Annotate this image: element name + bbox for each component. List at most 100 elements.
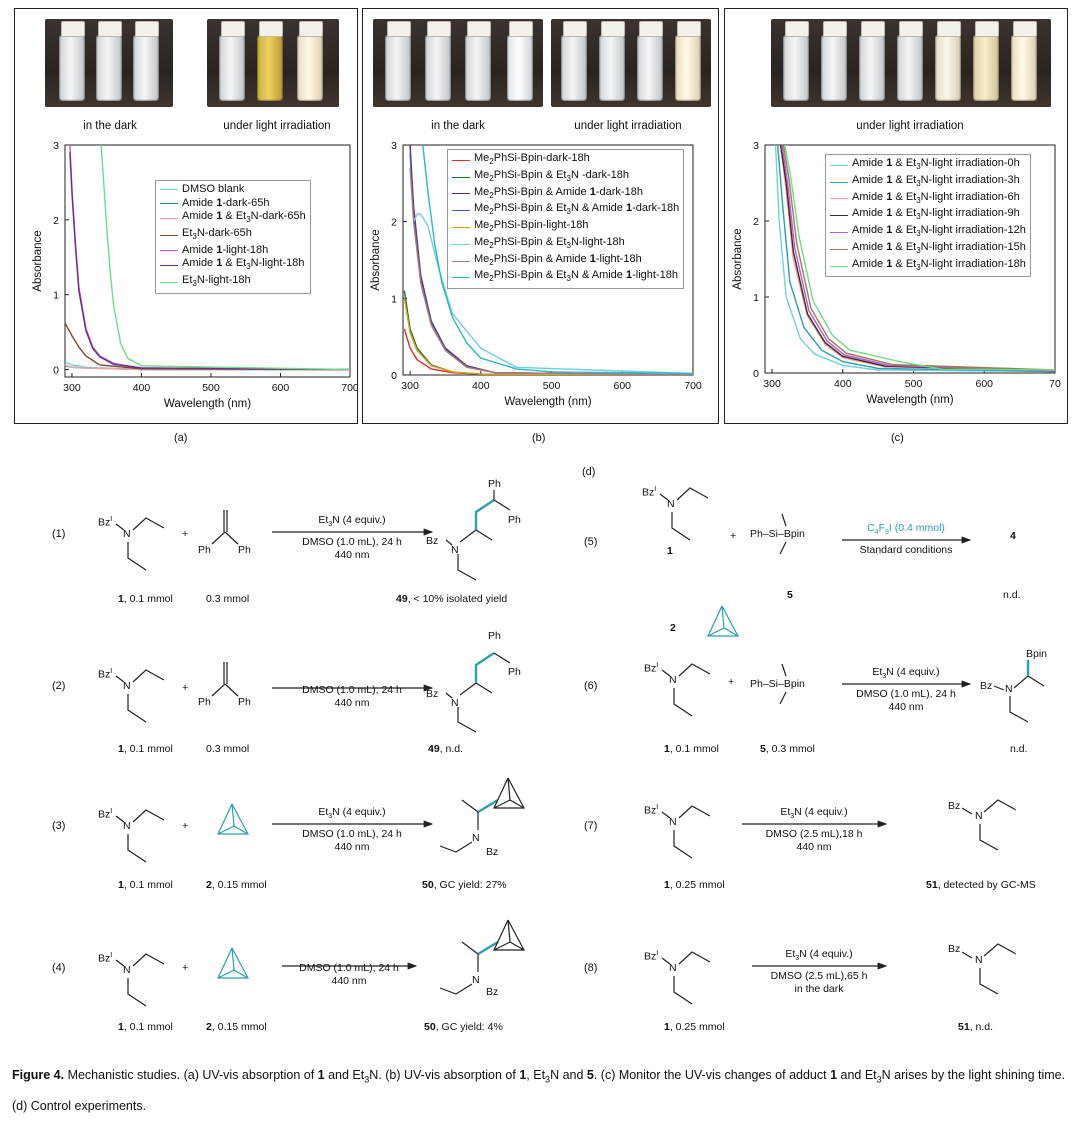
reagent-label: Et3N (4 equiv.) [318, 806, 386, 821]
x-tick-label: 700 [684, 380, 702, 392]
series-line [784, 145, 1055, 371]
bz-label: BzI [644, 662, 659, 675]
bz-label: BzI [98, 668, 113, 681]
sm1-label: 1, 0.1 mmol [118, 593, 173, 605]
legend-label: Amide 1 & Et3N-light irradiation-9h [852, 207, 1020, 222]
legend-entry: Me2PhSi-Bpin & Amide 1-light-18h [452, 253, 679, 270]
legend-entry: Me2PhSi-Bpin & Amide 1-dark-18h [452, 186, 679, 203]
reaction-number: (8) [584, 962, 598, 974]
legend-swatch [452, 159, 470, 161]
legend-label: DMSO blank [182, 183, 245, 195]
condition-label: 440 nm [334, 841, 370, 853]
series-line [774, 145, 1055, 373]
legend-label: Et3N-dark-65h [182, 226, 252, 242]
reaction-number: (2) [52, 680, 66, 692]
photo2-caption: under light irradiation [223, 120, 331, 132]
y-axis-label: Absorbance [32, 230, 44, 291]
bz-label: BzI [98, 808, 113, 821]
uv-vis-chart-a: 300 400 500 600 700 0 1 2 3 Wavelength (nm) Absorb… [32, 140, 357, 410]
condition-label: DMSO (1.0 mL), 24 h [856, 688, 956, 700]
legend-swatch [160, 265, 178, 267]
bz-label: BzI [644, 950, 659, 963]
legend-entry: Me2PhSi-Bpin-light-18h [452, 219, 679, 236]
x-tick-label: 400 [834, 378, 852, 390]
legend-label: Amide 1 & Et3N-dark-65h [182, 210, 306, 225]
x-tick-label: 600 [272, 382, 290, 394]
ph-label: Ph [198, 544, 211, 556]
series-line [777, 145, 1055, 373]
condition-label: 440 nm [331, 975, 367, 987]
n-atom: N [669, 962, 677, 974]
condition-label: DMSO (1.0 mL), 24 h [302, 684, 402, 696]
legend-swatch [830, 198, 848, 200]
legend-swatch [830, 164, 848, 166]
y-tick-label: 0 [753, 368, 759, 380]
reagent-label: Et3N (4 equiv.) [318, 514, 386, 529]
reaction-number: (6) [584, 680, 598, 692]
legend-entry: Me2PhSi-Bpin & Et3N & Amide 1-dark-18h [452, 202, 679, 219]
reagent-label: Et3N (4 equiv.) [872, 666, 940, 681]
bz-label: BzI [644, 804, 659, 817]
condition-label: Standard conditions [859, 544, 953, 556]
bz-label: BzI [642, 486, 657, 499]
reaction-number: (5) [584, 536, 598, 548]
legend-label: Me2PhSi-Bpin & Amide 1-dark-18h [474, 185, 643, 200]
sm2-label: 0.3 mmol [206, 593, 250, 605]
y-tick-label: 2 [753, 216, 759, 228]
x-tick-label: 70 [1049, 378, 1061, 390]
product-label: 49, < 10% isolated yield [396, 593, 508, 605]
y-tick-label: 1 [391, 293, 397, 305]
n-atom: N [123, 680, 131, 692]
legend-label: Me2PhSi-Bpin & Et3N-light-18h [474, 235, 625, 251]
legend-entry: Amide 1 & Et3N-dark-65h [160, 210, 306, 227]
y-tick-label: 2 [53, 215, 59, 227]
plot-frame [64, 144, 351, 378]
n-atom: N [123, 820, 131, 832]
ph-label: Ph [238, 696, 251, 708]
series-line [409, 167, 693, 375]
legend-label: Me2PhSi-Bpin & Et3N & Amide 1-light-18h [474, 269, 678, 284]
legend-swatch [830, 265, 848, 267]
series-line [65, 322, 350, 371]
legend-label: Amide 1 & Et3N-light irradiation-12h [852, 224, 1026, 239]
legend-label: Me2PhSi-Bpin-dark-18h [474, 152, 590, 167]
legend-c: Amide 1 & Et3N-light irradiation-0h Amide… [825, 154, 1031, 278]
series-line [100, 145, 350, 371]
photo-dark-b [373, 19, 543, 107]
legend-label: Amide 1 & Et3N-light-18h [182, 257, 305, 272]
reagent-label: Et3N (4 equiv.) [780, 806, 848, 821]
legend-entry: Amide 1 & Et3N-light irradiation-0h [830, 157, 1026, 174]
series-line [781, 145, 1055, 372]
bz-label: BzI [98, 516, 113, 529]
x-tick-label: 700 [341, 382, 357, 394]
y-tick-label: 0 [53, 365, 59, 377]
reaction-number: (7) [584, 820, 598, 832]
ph-label: Ph [198, 696, 211, 708]
condition-label: DMSO (1.0 mL), 24 h [302, 828, 402, 840]
legend-swatch [830, 232, 848, 234]
legend-entry: Et3N-dark-65h [160, 227, 306, 244]
legend-entry: Amide 1-dark-65h [160, 197, 306, 211]
photo1-caption: in the dark [431, 120, 485, 132]
x-tick-label: 300 [63, 382, 81, 394]
y-tick-label: 0 [391, 370, 397, 382]
y-axis-label: Absorbance [732, 228, 744, 289]
legend-swatch [160, 282, 178, 284]
x-tick-label: 600 [976, 378, 994, 390]
reaction-number: (1) [52, 528, 66, 540]
legend-label: Amide 1-light-18h [182, 243, 269, 256]
legend-swatch [160, 234, 178, 236]
x-axis-label: Wavelength (nm) [504, 396, 591, 408]
legend-swatch [452, 243, 470, 245]
condition-label: DMSO (1.0 mL), 24 h [299, 962, 399, 974]
legend-label: Amide 1 & Et3N-light irradiation-6h [852, 190, 1020, 205]
bz-label: BzI [98, 952, 113, 965]
reagent-label: C4F9I (0.4 mmol) [867, 522, 945, 537]
panel-a: in the dark under light irradiation 300 4… [14, 8, 358, 424]
x-tick-label: 500 [202, 382, 220, 394]
legend-a: DMSO blank Amide 1-dark-65h Amide 1 & Et3N… [155, 180, 311, 294]
legend-label: Amide 1 & Et3N-light irradiation-15h [852, 240, 1026, 256]
legend-entry: Amide 1 & Et3N-light irradiation-12h [830, 224, 1026, 241]
y-tick-label: 2 [391, 217, 397, 229]
x-tick-label: 500 [905, 378, 923, 390]
